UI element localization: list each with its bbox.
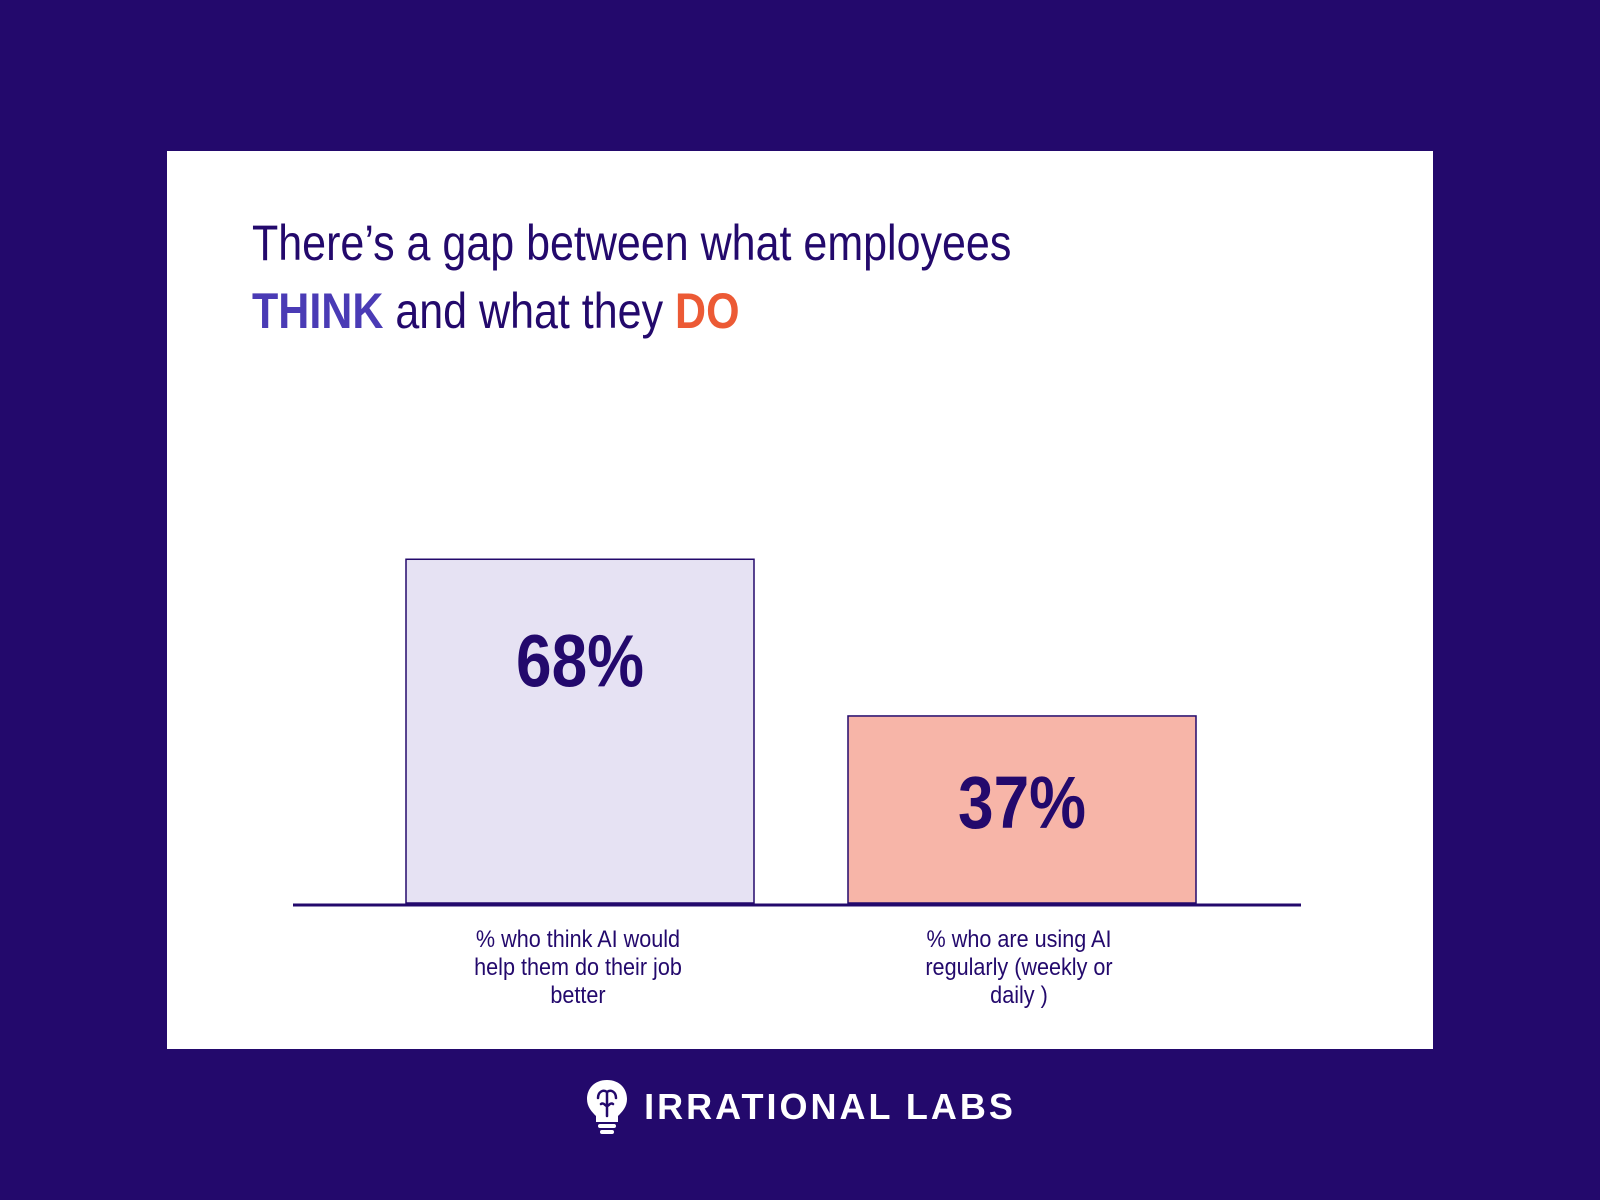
bar-2 (847, 715, 1197, 904)
bar-value-label-1: 68% (516, 619, 644, 702)
title-think: THINK (252, 283, 384, 339)
title-line-1: There’s a gap between what employees (252, 215, 1012, 271)
brand-name: IRRATIONAL LABS (644, 1086, 1016, 1127)
footer: IRRATIONAL LABS (0, 1078, 1600, 1136)
category-label-1: % who think AI would help them do their … (474, 926, 682, 1009)
bar-1 (405, 558, 755, 904)
bars-layer: 68% 37% (405, 558, 1197, 904)
brain-lightbulb-icon (587, 1080, 628, 1134)
chart-card: There’s a gap between what employees THIN… (167, 151, 1433, 1049)
bar-value-label-2: 37% (958, 761, 1086, 844)
title-do: DO (675, 283, 740, 339)
category-label-2: % who are using AI regularly (weekly or … (925, 926, 1113, 1009)
bar-chart: 68% 37% (293, 558, 1301, 907)
chart-title: There’s a gap between what employees THIN… (252, 209, 1011, 345)
title-middle: and what they (383, 283, 676, 339)
